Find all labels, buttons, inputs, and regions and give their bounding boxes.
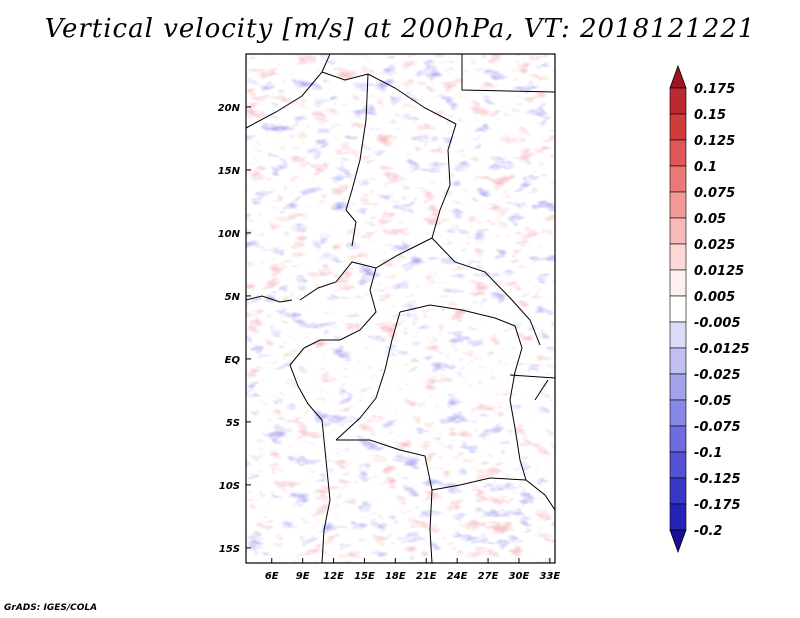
map-title: Vertical velocity [m/s] at 200hPa, VT: 2… [44, 14, 756, 44]
colorbar-label: -0.05 [694, 394, 731, 409]
lat-tick-label: 10S [219, 481, 240, 492]
colorbar-swatch [669, 243, 687, 271]
colorbar-swatch [669, 503, 687, 531]
lat-tick-label: 15S [219, 544, 240, 555]
lon-tick-label: 30E [509, 571, 530, 582]
colorbar-label: 0.005 [694, 290, 735, 305]
lat-tick-label: 5N [225, 292, 241, 303]
colorbar: 0.175 0.15 0.125 0.1 0.075 0.05 0.025 0.0125 0.0… [669, 64, 750, 554]
lon-tick-label: 27E [478, 571, 499, 582]
colorbar-swatch [669, 269, 687, 297]
colorbar-swatch [669, 87, 687, 115]
lat-tick-label: 5S [226, 418, 240, 429]
colorbar-label: -0.025 [694, 368, 741, 383]
colorbar-label: -0.125 [694, 472, 741, 487]
colorbar-label: -0.1 [694, 446, 722, 461]
latitude-axis: 20N 15N 10N 5N EQ 5S 10S 15S [218, 103, 251, 555]
lon-tick-label: 9E [296, 571, 310, 582]
colorbar-label: 0.05 [694, 212, 726, 227]
colorbar-swatch [669, 191, 687, 219]
lat-tick-label: 20N [218, 103, 241, 114]
velocity-field [246, 54, 555, 563]
colorbar-swatch [669, 113, 687, 141]
colorbar-swatch [669, 217, 687, 245]
colorbar-swatch [669, 451, 687, 479]
lon-tick-label: 12E [323, 571, 344, 582]
country-boundaries [246, 54, 555, 563]
lon-tick-label: 6E [265, 571, 279, 582]
colorbar-label: -0.175 [694, 498, 741, 513]
map-frame [245, 53, 556, 564]
lat-tick-label: EQ [225, 355, 241, 366]
longitude-axis: 6E 9E 12E 15E 18E 21E 24E 27E 30E 33E [265, 558, 560, 582]
colorbar-top-arrow [669, 64, 687, 89]
credit-text: GrADS: IGES/COLA [4, 603, 98, 613]
colorbar-label: 0.125 [694, 134, 735, 149]
lon-tick-label: 33E [539, 571, 560, 582]
colorbar-label: -0.075 [694, 420, 741, 435]
colorbar-label: 0.1 [694, 160, 717, 175]
colorbar-swatch [669, 347, 687, 375]
lat-tick-label: 15N [218, 166, 241, 177]
colorbar-swatch [669, 425, 687, 453]
colorbar-swatch [669, 165, 687, 193]
lon-tick-label: 21E [416, 571, 437, 582]
lon-tick-label: 24E [447, 571, 468, 582]
colorbar-swatch [669, 373, 687, 401]
lon-tick-label: 18E [385, 571, 406, 582]
colorbar-label: 0.025 [694, 238, 735, 253]
colorbar-label: 0.15 [694, 108, 726, 123]
colorbar-label: -0.005 [694, 316, 741, 331]
colorbar-label: 0.0125 [694, 264, 744, 279]
colorbar-bottom-arrow [669, 529, 687, 554]
colorbar-swatch [669, 321, 687, 349]
colorbar-label: 0.075 [694, 186, 735, 201]
colorbar-label: 0.175 [694, 82, 735, 97]
colorbar-label: -0.0125 [694, 342, 750, 357]
lat-tick-label: 10N [218, 229, 241, 240]
colorbar-swatch [669, 399, 687, 427]
lon-tick-label: 15E [354, 571, 375, 582]
colorbar-swatch [669, 295, 687, 323]
colorbar-swatch [669, 139, 687, 167]
colorbar-label: -0.2 [694, 524, 722, 539]
colorbar-swatch [669, 477, 687, 505]
